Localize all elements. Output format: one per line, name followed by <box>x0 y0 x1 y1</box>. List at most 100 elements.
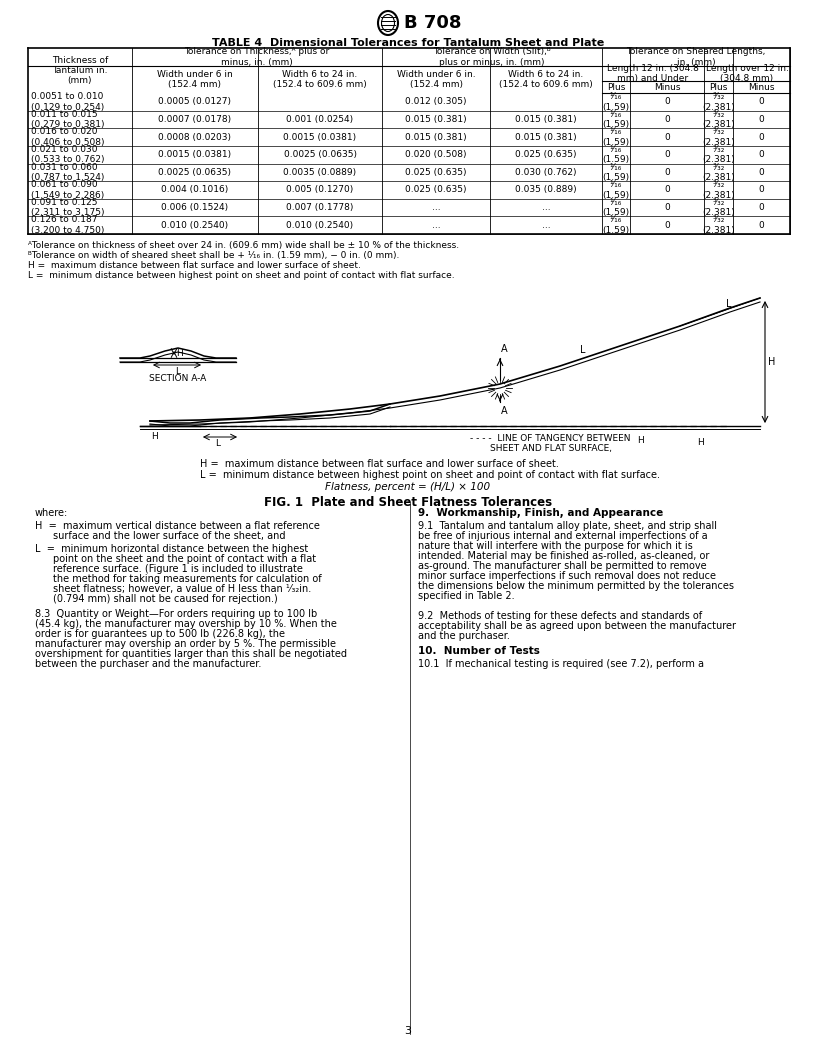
Text: 0.0015 (0.0381): 0.0015 (0.0381) <box>283 133 357 142</box>
Text: 9.1  Tantalum and tantalum alloy plate, sheet, and strip shall: 9.1 Tantalum and tantalum alloy plate, s… <box>418 521 717 531</box>
Text: 0.015 (0.381): 0.015 (0.381) <box>406 115 467 124</box>
Text: ³⁄₃₂
(2.381): ³⁄₃₂ (2.381) <box>702 181 735 200</box>
Text: Plus: Plus <box>607 82 625 92</box>
Text: ³⁄₃₂
(2.381): ³⁄₃₂ (2.381) <box>702 128 735 147</box>
Text: H: H <box>152 432 158 441</box>
Text: 0.0025 (0.0635): 0.0025 (0.0635) <box>158 168 232 176</box>
Text: 0.0035 (0.0889): 0.0035 (0.0889) <box>283 168 357 176</box>
Text: L: L <box>175 367 180 376</box>
Text: TABLE 4  Dimensional Tolerances for Tantalum Sheet and Plate: TABLE 4 Dimensional Tolerances for Tanta… <box>212 38 604 48</box>
Text: Length 12 in. (304.8
mm) and Under: Length 12 in. (304.8 mm) and Under <box>607 63 699 83</box>
Text: acceptability shall be as agreed upon between the manufacturer: acceptability shall be as agreed upon be… <box>418 621 736 631</box>
Text: H: H <box>636 436 643 445</box>
Text: L =  minimum distance between highest point on sheet and point of contact with f: L = minimum distance between highest poi… <box>28 271 455 280</box>
Text: ...: ... <box>432 203 441 212</box>
Text: (45.4 kg), the manufacturer may overship by 10 %. When the: (45.4 kg), the manufacturer may overship… <box>35 619 337 629</box>
Text: sheet flatness; however, a value of H less than ¹⁄₃₂in.: sheet flatness; however, a value of H le… <box>53 584 311 593</box>
Text: and the purchaser.: and the purchaser. <box>418 631 510 641</box>
Text: 0.010 (0.2540): 0.010 (0.2540) <box>162 221 228 230</box>
Text: minor surface imperfections if such removal does not reduce: minor surface imperfections if such remo… <box>418 571 716 581</box>
Text: 10.  Number of Tests: 10. Number of Tests <box>418 646 540 656</box>
Text: Width 6 to 24 in.
(152.4 to 609.6 mm): Width 6 to 24 in. (152.4 to 609.6 mm) <box>499 70 593 89</box>
Text: 0.031 to 0.060
(0.787 to 1.524): 0.031 to 0.060 (0.787 to 1.524) <box>31 163 104 182</box>
Text: manufacturer may overship an order by 5 %. The permissible: manufacturer may overship an order by 5 … <box>35 639 336 649</box>
Text: Flatness, percent = (H/L) × 100: Flatness, percent = (H/L) × 100 <box>326 482 490 492</box>
Text: Plus: Plus <box>709 82 728 92</box>
Text: the method for taking measurements for calculation of: the method for taking measurements for c… <box>53 574 322 584</box>
Text: as-ground. The manufacturer shall be permitted to remove: as-ground. The manufacturer shall be per… <box>418 561 707 571</box>
Text: 0.011 to 0.015
(0.279 to 0.381): 0.011 to 0.015 (0.279 to 0.381) <box>31 110 104 129</box>
Text: 9.2  Methods of testing for these defects and standards of: 9.2 Methods of testing for these defects… <box>418 611 702 621</box>
Text: ¹⁄₁₆
(1.59): ¹⁄₁₆ (1.59) <box>602 110 630 129</box>
Text: 0: 0 <box>759 150 765 159</box>
Text: 0.015 (0.381): 0.015 (0.381) <box>406 133 467 142</box>
Text: Tolerance on Sheared Lengths,
in. (mm): Tolerance on Sheared Lengths, in. (mm) <box>627 48 765 67</box>
Text: 0.016 to 0.020
(0.406 to 0.508): 0.016 to 0.020 (0.406 to 0.508) <box>31 128 104 147</box>
Text: 0.004 (0.1016): 0.004 (0.1016) <box>162 186 228 194</box>
Text: nature that will interfere with the purpose for which it is: nature that will interfere with the purp… <box>418 541 693 551</box>
Text: 9.  Workmanship, Finish, and Appearance: 9. Workmanship, Finish, and Appearance <box>418 508 663 518</box>
Text: ³⁄₃₂
(2.381): ³⁄₃₂ (2.381) <box>702 145 735 165</box>
Text: 0: 0 <box>759 115 765 124</box>
Text: 0: 0 <box>759 97 765 107</box>
Text: 0.025 (0.635): 0.025 (0.635) <box>515 150 577 159</box>
Text: 0: 0 <box>664 115 670 124</box>
Text: L: L <box>215 439 220 448</box>
Text: 0.010 (0.2540): 0.010 (0.2540) <box>286 221 353 230</box>
Text: where:: where: <box>35 508 69 518</box>
Text: H: H <box>697 438 703 447</box>
Text: L =  minimum distance between highest point on sheet and point of contact with f: L = minimum distance between highest poi… <box>200 470 660 480</box>
Text: 0.0005 (0.0127): 0.0005 (0.0127) <box>158 97 232 107</box>
Text: ...: ... <box>542 221 550 230</box>
Text: FIG. 1  Plate and Sheet Flatness Tolerances: FIG. 1 Plate and Sheet Flatness Toleranc… <box>264 496 552 509</box>
Text: Tolerance on Thickness,ᴬ plus or
minus, in. (mm): Tolerance on Thickness,ᴬ plus or minus, … <box>184 48 330 67</box>
Text: surface and the lower surface of the sheet, and: surface and the lower surface of the she… <box>53 531 286 541</box>
Text: 0: 0 <box>664 168 670 176</box>
Text: 0: 0 <box>664 133 670 142</box>
Text: the dimensions below the minimum permitted by the tolerances: the dimensions below the minimum permitt… <box>418 581 734 591</box>
Text: Width under 6 in
(152.4 mm): Width under 6 in (152.4 mm) <box>157 70 233 89</box>
Text: ...: ... <box>542 203 550 212</box>
Text: order is for guarantees up to 500 lb (226.8 kg), the: order is for guarantees up to 500 lb (22… <box>35 629 285 639</box>
Text: intended. Material may be finished as-rolled, as-cleaned, or: intended. Material may be finished as-ro… <box>418 551 709 561</box>
Text: 0.061 to 0.090
(1.549 to 2.286): 0.061 to 0.090 (1.549 to 2.286) <box>31 181 104 200</box>
Text: 0.126 to 0.187
(3.200 to 4.750): 0.126 to 0.187 (3.200 to 4.750) <box>31 215 104 234</box>
Text: 0.0015 (0.0381): 0.0015 (0.0381) <box>158 150 232 159</box>
Text: 0: 0 <box>759 203 765 212</box>
Text: ³⁄₃₂
(2.381): ³⁄₃₂ (2.381) <box>702 92 735 112</box>
Text: H =  maximum distance between flat surface and lower surface of sheet.: H = maximum distance between flat surfac… <box>28 261 361 270</box>
Text: A: A <box>501 406 508 416</box>
Text: Minus: Minus <box>654 82 681 92</box>
Text: 0.005 (0.1270): 0.005 (0.1270) <box>286 186 353 194</box>
Text: A: A <box>501 344 508 354</box>
Text: between the purchaser and the manufacturer.: between the purchaser and the manufactur… <box>35 659 261 670</box>
Text: be free of injurious internal and external imperfections of a: be free of injurious internal and extern… <box>418 531 707 541</box>
Text: point on the sheet and the point of contact with a flat: point on the sheet and the point of cont… <box>53 554 316 564</box>
Text: 8.3  Quantity or Weight—For orders requiring up to 100 lb: 8.3 Quantity or Weight—For orders requir… <box>35 609 317 619</box>
Text: H =  maximum distance between flat surface and lower surface of sheet.: H = maximum distance between flat surfac… <box>200 459 559 469</box>
Text: 0: 0 <box>664 150 670 159</box>
Text: ¹⁄₁₆
(1.59): ¹⁄₁₆ (1.59) <box>602 145 630 165</box>
Text: overshipment for quantities larger than this shall be negotiated: overshipment for quantities larger than … <box>35 649 347 659</box>
Text: 0.012 (0.305): 0.012 (0.305) <box>406 97 467 107</box>
Text: reference surface. (Figure 1 is included to illustrate: reference surface. (Figure 1 is included… <box>53 564 303 574</box>
Text: 0: 0 <box>759 133 765 142</box>
Text: 10.1  If mechanical testing is required (see 7.2), perform a: 10.1 If mechanical testing is required (… <box>418 659 704 670</box>
Text: ᴮTolerance on width of sheared sheet shall be + ¹⁄₁₆ in. (1.59 mm), − 0 in. (0 m: ᴮTolerance on width of sheared sheet sha… <box>28 251 399 260</box>
Text: ³⁄₃₂
(2.381): ³⁄₃₂ (2.381) <box>702 163 735 182</box>
Text: 0: 0 <box>664 97 670 107</box>
Text: Tolerance on Width (Slit),ᴮ
plus or minus, in. (mm): Tolerance on Width (Slit),ᴮ plus or minu… <box>433 48 551 67</box>
Text: 0.0051 to 0.010
(0.129 to 0.254): 0.0051 to 0.010 (0.129 to 0.254) <box>31 92 104 112</box>
Text: L  =  minimum horizontal distance between the highest: L = minimum horizontal distance between … <box>35 544 308 554</box>
Text: SHEET AND FLAT SURFACE,: SHEET AND FLAT SURFACE, <box>490 444 612 453</box>
Text: Width 6 to 24 in.
(152.4 to 609.6 mm): Width 6 to 24 in. (152.4 to 609.6 mm) <box>273 70 367 89</box>
Text: ...: ... <box>432 221 441 230</box>
Text: ¹⁄₁₆
(1.59): ¹⁄₁₆ (1.59) <box>602 163 630 182</box>
Text: L: L <box>726 299 731 309</box>
Text: ᴬTolerance on thickness of sheet over 24 in. (609.6 mm) wide shall be ± 10 % of : ᴬTolerance on thickness of sheet over 24… <box>28 241 459 250</box>
Text: 0.030 (0.762): 0.030 (0.762) <box>515 168 577 176</box>
Text: ¹⁄₁₆
(1.59): ¹⁄₁₆ (1.59) <box>602 181 630 200</box>
Text: H: H <box>768 357 775 367</box>
Text: ³⁄₃₂
(2.381): ³⁄₃₂ (2.381) <box>702 215 735 234</box>
Text: 0.0008 (0.0203): 0.0008 (0.0203) <box>158 133 232 142</box>
